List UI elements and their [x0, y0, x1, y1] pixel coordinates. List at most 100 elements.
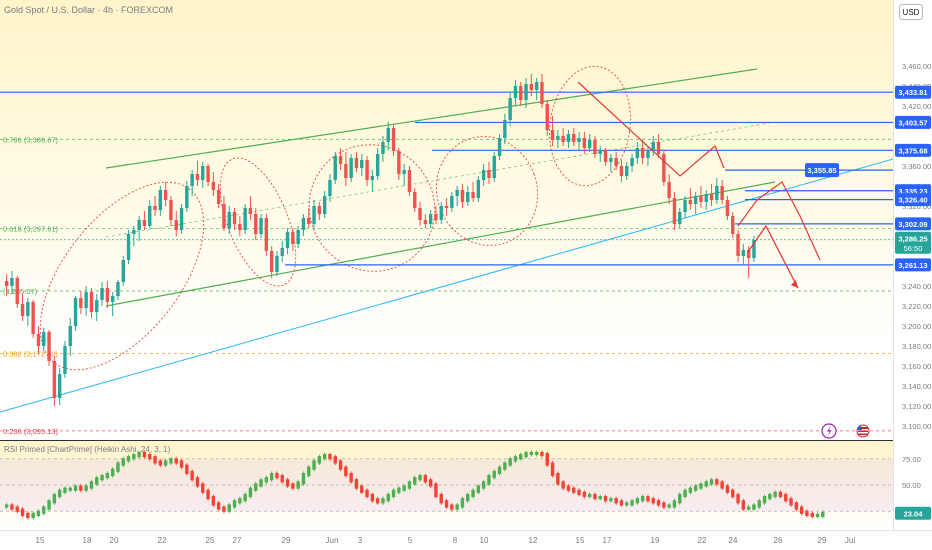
rsi-candle[interactable]: [731, 489, 735, 498]
candle-body[interactable]: [73, 298, 78, 326]
rsi-candle[interactable]: [810, 512, 814, 518]
lightning-event-icon[interactable]: [821, 423, 837, 439]
candle-body[interactable]: [704, 194, 708, 202]
rsi-candle[interactable]: [317, 456, 322, 464]
rsi-candle[interactable]: [609, 498, 613, 502]
rsi-candle[interactable]: [746, 506, 751, 510]
rsi-candle[interactable]: [26, 512, 30, 519]
rsi-candle[interactable]: [587, 493, 592, 498]
candle-body[interactable]: [550, 130, 555, 140]
candle-body[interactable]: [635, 148, 640, 158]
candle-body[interactable]: [307, 218, 311, 224]
rsi-candle[interactable]: [534, 451, 539, 456]
candle-body[interactable]: [434, 214, 438, 220]
candle-body[interactable]: [322, 196, 327, 214]
rsi-candle[interactable]: [333, 456, 337, 464]
rsi-candle[interactable]: [662, 502, 666, 508]
candle-body[interactable]: [709, 194, 714, 200]
rsi-candle[interactable]: [301, 472, 306, 485]
candle-body[interactable]: [545, 104, 549, 130]
rsi-candle[interactable]: [784, 493, 788, 502]
candle-body[interactable]: [402, 170, 406, 174]
candle-body[interactable]: [556, 136, 560, 140]
candle-body[interactable]: [572, 134, 576, 142]
candle-body[interactable]: [89, 292, 94, 312]
rsi-candle[interactable]: [762, 496, 767, 504]
candle-body[interactable]: [561, 136, 565, 142]
rsi-candle[interactable]: [741, 500, 746, 510]
candle-body[interactable]: [291, 232, 295, 244]
candle-body[interactable]: [466, 192, 470, 202]
rsi-candle[interactable]: [524, 451, 528, 458]
candle-body[interactable]: [26, 302, 30, 316]
rsi-candle[interactable]: [593, 493, 597, 500]
rsi-candle[interactable]: [190, 470, 194, 481]
cycle-arc[interactable]: [9, 154, 236, 399]
rsi-candle[interactable]: [31, 512, 35, 519]
rsi-candle[interactable]: [434, 483, 438, 498]
candle-body[interactable]: [126, 234, 131, 260]
candle-body[interactable]: [656, 142, 661, 154]
rsi-candle[interactable]: [630, 500, 634, 506]
rsi-candle[interactable]: [428, 479, 433, 487]
candle-body[interactable]: [216, 190, 221, 204]
candle-body[interactable]: [132, 230, 136, 234]
rsi-candle[interactable]: [126, 456, 131, 462]
trend-line[interactable]: [0, 158, 894, 413]
candle-body[interactable]: [513, 86, 518, 98]
rsi-candle[interactable]: [285, 479, 290, 487]
candle-body[interactable]: [407, 170, 412, 192]
candle-body[interactable]: [269, 251, 274, 272]
rsi-candle[interactable]: [206, 489, 210, 500]
rsi-candle[interactable]: [10, 504, 14, 510]
candle-body[interactable]: [142, 220, 147, 226]
rsi-candle[interactable]: [79, 485, 83, 491]
candle-body[interactable]: [640, 148, 645, 158]
rsi-candle[interactable]: [4, 504, 9, 508]
candle-body[interactable]: [725, 200, 730, 216]
rsi-candle[interactable]: [121, 458, 125, 466]
candle-body[interactable]: [397, 151, 401, 174]
candle-body[interactable]: [497, 138, 502, 156]
candle-body[interactable]: [381, 142, 385, 154]
rsi-candle[interactable]: [68, 487, 72, 491]
candle-body[interactable]: [391, 128, 396, 151]
rsi-candle[interactable]: [169, 458, 173, 464]
candle-body[interactable]: [476, 180, 481, 198]
rsi-candle[interactable]: [238, 498, 242, 504]
rsi-candle[interactable]: [52, 493, 57, 504]
candle-body[interactable]: [116, 282, 120, 296]
candle-body[interactable]: [619, 166, 624, 176]
candle-body[interactable]: [10, 278, 14, 286]
rsi-candle[interactable]: [423, 475, 428, 483]
zigzag-pattern-1[interactable]: [577, 81, 725, 177]
rsi-candle[interactable]: [296, 481, 300, 489]
rsi-indicator-title[interactable]: RSI Primed [ChartPrime] (Heikin Ashi, 24…: [4, 445, 171, 454]
rsi-candle[interactable]: [259, 479, 263, 487]
rsi-candle[interactable]: [678, 493, 682, 504]
rsi-candle[interactable]: [84, 485, 88, 491]
candle-body[interactable]: [731, 216, 735, 234]
rsi-candle[interactable]: [598, 496, 602, 500]
rsi-candle[interactable]: [307, 466, 311, 477]
channel-lower-line[interactable]: [105, 181, 776, 307]
rsi-candle[interactable]: [100, 475, 104, 481]
candle-body[interactable]: [158, 190, 163, 210]
rsi-candle[interactable]: [375, 498, 380, 504]
candle-body[interactable]: [736, 234, 740, 256]
candle-body[interactable]: [148, 206, 152, 226]
candle-body[interactable]: [471, 192, 475, 198]
rsi-candle[interactable]: [566, 485, 571, 491]
rsi-candle[interactable]: [264, 477, 269, 483]
rsi-candle[interactable]: [778, 491, 783, 498]
candle-body[interactable]: [52, 361, 57, 398]
candle-body[interactable]: [746, 250, 751, 258]
rsi-candle[interactable]: [57, 489, 62, 498]
candle-body[interactable]: [614, 158, 618, 166]
rsi-candle[interactable]: [683, 489, 687, 498]
rsi-candle[interactable]: [360, 485, 364, 493]
rsi-candle[interactable]: [386, 493, 390, 502]
rsi-candle[interactable]: [15, 506, 19, 512]
candle-body[interactable]: [190, 174, 194, 186]
rsi-candle[interactable]: [47, 500, 51, 510]
